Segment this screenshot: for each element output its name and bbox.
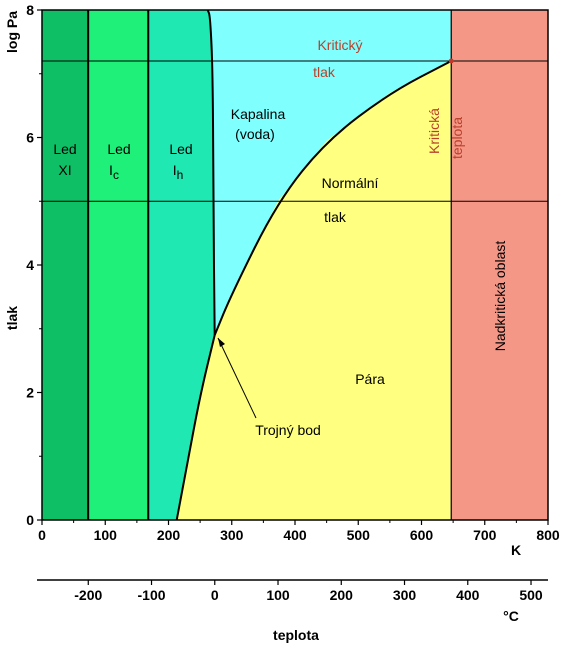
y-tick-label: 4 (26, 257, 34, 273)
x-tick-label-celsius: -200 (74, 587, 102, 603)
y-axis: 0 2 4 6 8 (26, 2, 42, 528)
y-axis-title: tlak (4, 306, 20, 330)
region-ice-ih (148, 10, 215, 520)
x-tick-label-kelvin: 800 (536, 527, 560, 543)
critical-pressure-label-1: Kritický (317, 37, 362, 53)
x-axis-kelvin: 0 100 200 300 400 500 600 700 800 (38, 520, 560, 543)
y-tick-label: 0 (26, 512, 34, 528)
region-label-liquid-2: (voda) (235, 126, 275, 142)
triple-point-arrow (217, 337, 257, 419)
region-label-ice-xi-2: XI (58, 162, 71, 178)
x-tick-label-celsius: 200 (330, 587, 354, 603)
triple-point-label: Trojný bod (255, 422, 321, 438)
region-label-ice-ih-1: Led (169, 141, 192, 157)
normal-pressure-label-1: Normální (322, 175, 379, 191)
melting-curve (206, 9, 216, 336)
triple-point-arrowhead (218, 338, 225, 347)
ice-ic-subscript: c (113, 168, 119, 182)
region-label-ice-xi-1: Led (53, 141, 76, 157)
x-tick-label-kelvin: 700 (473, 527, 497, 543)
normal-pressure-label-2: tlak (324, 209, 347, 225)
x-tick-label-celsius: 100 (266, 587, 290, 603)
x-tick-label-celsius: 300 (393, 587, 417, 603)
critical-pressure-label-2: tlak (313, 64, 336, 80)
x-tick-label-kelvin: 600 (410, 527, 434, 543)
x-tick-label-kelvin: 500 (347, 527, 371, 543)
region-liquid (207, 10, 452, 336)
region-label-ice-ih-2: Ih (173, 162, 184, 182)
critical-temperature-label-2: teplota (449, 117, 465, 159)
ice-ih-subscript: h (177, 168, 184, 182)
x-unit-celsius: °C (503, 608, 519, 624)
region-label-ice-ic-2: Ic (109, 162, 119, 182)
x-tick-label-kelvin: 300 (220, 527, 244, 543)
x-tick-label-celsius: 500 (519, 587, 543, 603)
region-label-liquid-1: Kapalina (231, 106, 286, 122)
region-ice-ic (88, 10, 149, 520)
x-tick-label-kelvin: 0 (38, 527, 46, 543)
x-axis-title: teplota (273, 627, 319, 643)
region-supercritical (451, 10, 548, 520)
sublimation-curve (175, 334, 216, 521)
region-label-vapor: Pára (355, 371, 385, 387)
x-tick-label-celsius: 0 (211, 587, 219, 603)
region-label-supercritical: Nadkritická oblast (492, 241, 508, 352)
region-ice-xi (42, 10, 89, 520)
x-tick-label-kelvin: 200 (157, 527, 181, 543)
x-axis-celsius: -200 -100 0 100 200 300 400 500 (37, 579, 548, 603)
x-tick-label-celsius: -100 (138, 587, 166, 603)
region-label-ice-ic-1: Led (107, 141, 130, 157)
vaporization-curve (213, 60, 452, 336)
y-tick-label: 8 (26, 2, 34, 18)
x-tick-label-kelvin: 100 (94, 527, 118, 543)
y-unit-label: log Pa (4, 11, 20, 53)
x-unit-kelvin: K (511, 542, 521, 558)
x-tick-label-celsius: 400 (456, 587, 480, 603)
critical-temperature-label-1: Kritická (426, 108, 442, 154)
y-tick-label: 2 (26, 385, 34, 401)
critical-point-marker (448, 58, 454, 64)
x-tick-label-kelvin: 400 (283, 527, 307, 543)
y-tick-label: 6 (26, 130, 34, 146)
